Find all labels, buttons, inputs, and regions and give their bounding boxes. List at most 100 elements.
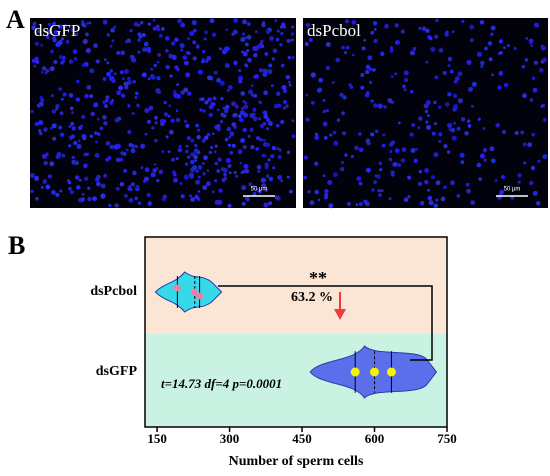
nucleus <box>39 96 43 100</box>
nucleus <box>428 36 433 41</box>
nucleus <box>197 69 203 75</box>
panel-label: B <box>8 231 25 260</box>
nucleus <box>244 42 249 47</box>
nucleus <box>530 44 533 47</box>
nucleus <box>76 79 80 84</box>
nucleus <box>163 112 169 117</box>
nucleus <box>185 72 191 78</box>
nucleus <box>457 98 463 104</box>
nucleus <box>132 170 137 176</box>
nucleus <box>242 19 248 25</box>
nucleus <box>178 144 182 149</box>
nucleus <box>87 197 92 202</box>
nucleus <box>183 174 189 180</box>
nucleus <box>283 99 287 104</box>
nucleus <box>219 47 223 51</box>
nucleus <box>274 19 278 23</box>
nucleus <box>173 172 177 177</box>
nucleus <box>135 184 140 189</box>
nucleus <box>83 24 87 28</box>
nucleus <box>195 123 199 128</box>
nucleus <box>197 128 201 132</box>
nucleus <box>179 42 185 49</box>
nucleus <box>86 21 90 25</box>
nucleus <box>522 142 527 147</box>
nucleus <box>223 108 229 114</box>
nucleus <box>242 144 247 150</box>
nucleus <box>447 56 453 62</box>
nucleus <box>253 53 258 58</box>
nucleus <box>74 175 80 180</box>
nucleus <box>403 77 409 83</box>
nucleus <box>344 19 350 24</box>
nucleus <box>255 136 261 141</box>
nucleus <box>168 104 172 107</box>
nucleus <box>171 54 177 60</box>
nucleus <box>448 128 452 132</box>
nucleus <box>394 23 399 28</box>
nucleus <box>246 49 250 53</box>
nucleus <box>390 170 395 175</box>
nucleus <box>322 98 326 102</box>
nucleus <box>497 85 502 90</box>
nucleus <box>93 43 98 49</box>
nucleus <box>184 162 189 166</box>
nucleus <box>153 162 157 166</box>
nucleus <box>219 80 225 86</box>
data-point <box>191 288 199 296</box>
nucleus <box>469 24 475 30</box>
nucleus <box>71 155 76 160</box>
nucleus <box>214 179 218 183</box>
nucleus <box>277 155 282 160</box>
nucleus <box>202 109 206 113</box>
nucleus <box>235 174 238 178</box>
nucleus <box>58 125 63 130</box>
nucleus <box>290 38 294 42</box>
nucleus <box>484 46 488 51</box>
nucleus <box>71 126 76 131</box>
nucleus <box>68 93 74 98</box>
nucleus <box>172 90 177 94</box>
nucleus <box>370 99 374 103</box>
nucleus <box>120 93 124 97</box>
nucleus <box>340 166 345 172</box>
nucleus <box>196 134 201 140</box>
nucleus <box>533 60 539 65</box>
nucleus <box>175 157 179 161</box>
nucleus <box>372 21 378 26</box>
nucleus <box>120 151 124 155</box>
nucleus <box>276 103 282 108</box>
nucleus <box>105 95 110 100</box>
nucleus <box>30 109 34 114</box>
nucleus <box>355 203 359 207</box>
nucleus <box>100 183 106 189</box>
nucleus <box>153 63 157 68</box>
nucleus <box>434 75 439 80</box>
nucleus <box>425 99 431 105</box>
nucleus <box>180 48 184 52</box>
nucleus <box>55 192 60 198</box>
nucleus <box>263 90 268 96</box>
nucleus <box>443 144 448 149</box>
nucleus <box>271 145 277 151</box>
nucleus <box>218 188 223 193</box>
nucleus <box>503 82 509 88</box>
nucleus <box>233 112 238 118</box>
nucleus <box>447 122 453 128</box>
nucleus <box>224 62 230 69</box>
data-point <box>173 284 181 292</box>
nucleus <box>325 109 329 113</box>
nucleus <box>106 71 111 77</box>
nucleus <box>158 169 164 175</box>
nucleus <box>380 51 385 57</box>
nucleus <box>418 26 422 30</box>
nucleus <box>75 97 81 102</box>
nucleus <box>276 147 280 151</box>
nucleus <box>280 179 284 183</box>
nucleus <box>154 138 158 143</box>
nucleus <box>286 150 291 154</box>
nucleus <box>305 117 310 122</box>
nucleus <box>152 26 157 31</box>
nucleus <box>156 89 162 94</box>
nucleus <box>210 146 214 149</box>
